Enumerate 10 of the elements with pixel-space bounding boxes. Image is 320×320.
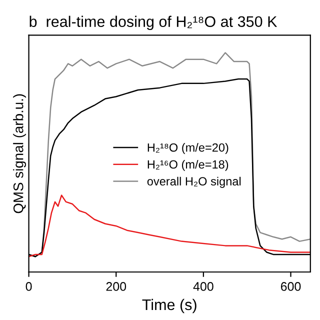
- x-axis-title: Time (s): [142, 298, 196, 314]
- y-axis-title: QMS signal (arb.u.): [13, 94, 26, 214]
- x-tick-label: 0: [26, 282, 32, 291]
- legend-label: H₂¹⁶O (m/e=18): [148, 160, 228, 171]
- chart-title: b real-time dosing of H₂¹⁸O at 350 K: [30, 16, 278, 30]
- legend-label: H₂¹⁸O (m/e=20): [148, 143, 228, 154]
- legend-label: overall H₂O signal: [147, 176, 241, 188]
- x-tick-label: 200: [106, 282, 126, 291]
- x-tick-label: 400: [193, 282, 214, 291]
- x-tick-label: 600: [280, 282, 301, 291]
